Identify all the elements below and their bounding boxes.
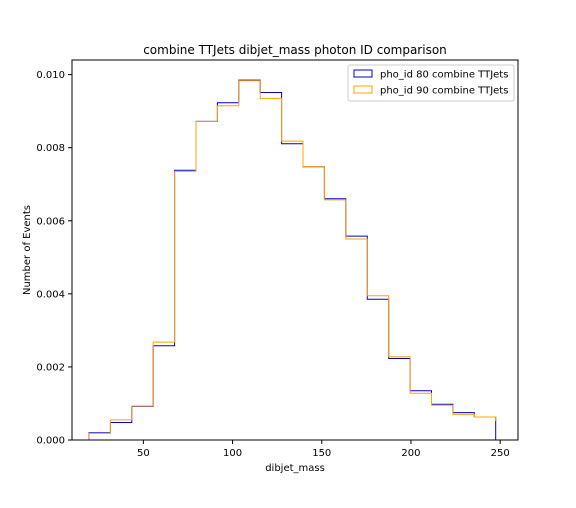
histogram-series-2 [88,80,497,440]
legend-swatch-1 [353,69,373,78]
y-axis: 0.000 0.002 0.004 0.006 0.008 0.010 [36,70,72,447]
x-tick-label: 200 [401,448,420,459]
legend: pho_id 80 combine TTJets pho_id 90 combin… [347,64,515,102]
legend-swatch-2 [353,85,373,94]
x-axis-label: dibjet_mass [265,463,325,474]
x-axis: 50 100 150 200 250 [137,440,510,459]
x-tick-label: 150 [312,448,331,459]
legend-label-2: pho_id 90 combine TTJets [380,86,508,97]
y-tick-label: 0.004 [36,289,65,300]
x-tick-label: 250 [491,448,510,459]
y-tick-label: 0.000 [36,436,65,447]
plot-frame [71,59,519,441]
y-tick-label: 0.008 [36,143,65,154]
y-axis-label: Number of Events [22,205,33,295]
chart-title: combine TTJets dibjet_mass photon ID com… [143,43,447,57]
x-tick-label: 100 [223,448,242,459]
legend-box [347,64,515,102]
y-tick-label: 0.010 [36,70,65,81]
x-tick-label: 50 [137,448,150,459]
legend-label-1: pho_id 80 combine TTJets [380,70,508,81]
y-tick-label: 0.006 [36,216,65,227]
histogram-group [88,79,497,440]
y-tick-label: 0.002 [36,362,65,373]
